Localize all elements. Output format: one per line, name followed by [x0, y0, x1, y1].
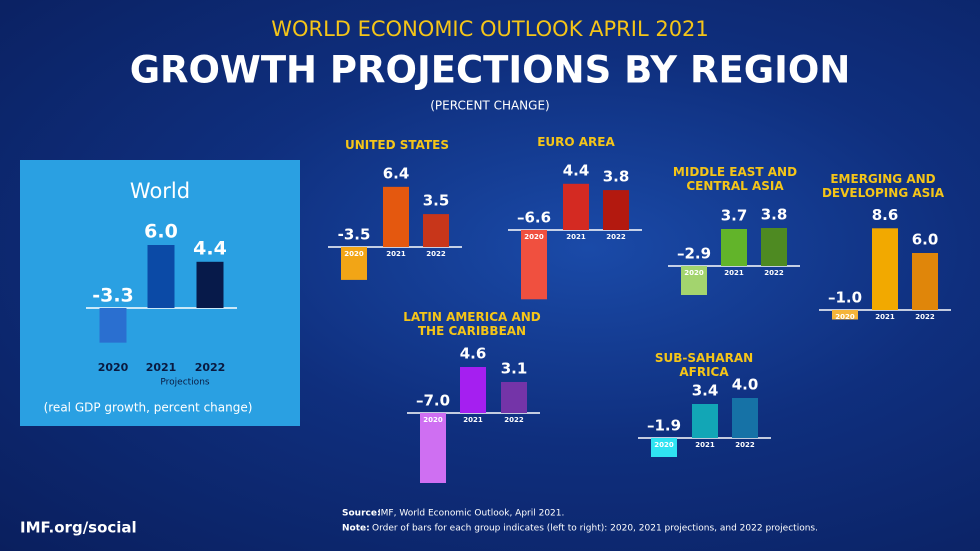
- bar: [912, 253, 938, 310]
- value-label: 3.8: [603, 168, 630, 186]
- bar: [651, 438, 677, 457]
- value-label: –7.0: [416, 392, 450, 410]
- bar: [603, 190, 629, 230]
- chart-title: UNITED STATES: [344, 138, 450, 152]
- x-tick-label: 2020: [835, 313, 855, 321]
- x-tick-label: 2022: [764, 269, 784, 277]
- value-label: 6.0: [144, 221, 178, 243]
- bar: [420, 413, 446, 483]
- bar: [563, 183, 589, 230]
- value-label: 3.1: [501, 360, 528, 378]
- x-tick-label: 2022: [195, 361, 226, 374]
- bar: [732, 398, 758, 438]
- value-label: –6.6: [517, 209, 551, 227]
- brand: IMF.org/social: [20, 519, 137, 537]
- chart-title: MIDDLE EAST AND CENTRAL ASIA: [672, 165, 798, 193]
- bar: [423, 214, 449, 247]
- kicker: WORLD ECONOMIC OUTLOOK APRIL 2021: [271, 17, 709, 41]
- x-tick-label: 2021: [146, 361, 177, 374]
- bar: [99, 308, 127, 343]
- bar: [341, 247, 367, 280]
- value-label: -3.5: [338, 226, 371, 244]
- x-tick-label: 2020: [684, 269, 704, 277]
- bar: [681, 266, 707, 295]
- x-tick-label: 2022: [735, 441, 755, 449]
- value-label: 3.8: [761, 206, 788, 224]
- value-label: 8.6: [872, 206, 899, 224]
- x-tick-label: 2020: [98, 361, 129, 374]
- bar: [460, 367, 486, 413]
- chart-title: LATIN AMERICA AND THE CARIBBEAN: [403, 310, 541, 338]
- chart-note: (real GDP growth, percent change): [44, 401, 253, 415]
- subtitle: (PERCENT CHANGE): [430, 99, 549, 113]
- annotation: Projections: [160, 378, 210, 388]
- x-tick-label: 2020: [524, 233, 544, 241]
- value-label: –2.9: [677, 245, 711, 263]
- value-label: 4.4: [193, 237, 227, 259]
- x-tick-label: 2020: [344, 250, 364, 258]
- x-tick-label: 2021: [566, 233, 586, 241]
- bar: [872, 228, 898, 310]
- bar: [832, 310, 858, 320]
- value-label: 3.4: [692, 382, 719, 400]
- x-tick-label: 2022: [426, 250, 446, 258]
- value-label: 3.5: [423, 192, 450, 210]
- source-label: Source:: [342, 509, 381, 519]
- bar: [521, 230, 547, 300]
- bar: [761, 228, 787, 266]
- x-tick-label: 2022: [504, 416, 524, 424]
- bar: [383, 186, 409, 247]
- x-tick-label: 2020: [654, 441, 674, 449]
- chart-title: EURO AREA: [537, 135, 615, 149]
- bar: [721, 229, 747, 266]
- x-tick-label: 2021: [386, 250, 406, 258]
- x-tick-label: 2022: [915, 313, 935, 321]
- note-label: Note:: [342, 524, 370, 534]
- value-label: –1.0: [828, 289, 862, 307]
- chart-title: World: [130, 179, 190, 203]
- value-label: -3.3: [92, 285, 134, 307]
- bar: [501, 382, 527, 413]
- x-tick-label: 2021: [875, 313, 895, 321]
- value-label: 4.0: [732, 376, 759, 394]
- value-label: –1.9: [647, 417, 681, 435]
- value-label: 6.0: [912, 231, 939, 249]
- x-tick-label: 2021: [724, 269, 744, 277]
- value-label: 4.6: [460, 345, 487, 363]
- source: IMF, World Economic Outlook, April 2021.: [378, 509, 564, 519]
- x-tick-label: 2021: [695, 441, 715, 449]
- x-tick-label: 2020: [423, 416, 443, 424]
- note: Order of bars for each group indicates (…: [372, 524, 818, 534]
- value-label: 6.4: [383, 164, 410, 182]
- value-label: 3.7: [721, 207, 748, 225]
- chart-title: SUB-SAHARAN AFRICA: [654, 351, 754, 379]
- x-tick-label: 2022: [606, 233, 626, 241]
- bar: [692, 404, 718, 438]
- bar: [147, 245, 175, 308]
- value-label: 4.4: [563, 161, 590, 179]
- bar: [196, 261, 224, 308]
- chart-title: EMERGING AND DEVELOPING ASIA: [821, 172, 945, 200]
- x-tick-label: 2021: [463, 416, 483, 424]
- main-title: GROWTH PROJECTIONS BY REGION: [130, 49, 851, 92]
